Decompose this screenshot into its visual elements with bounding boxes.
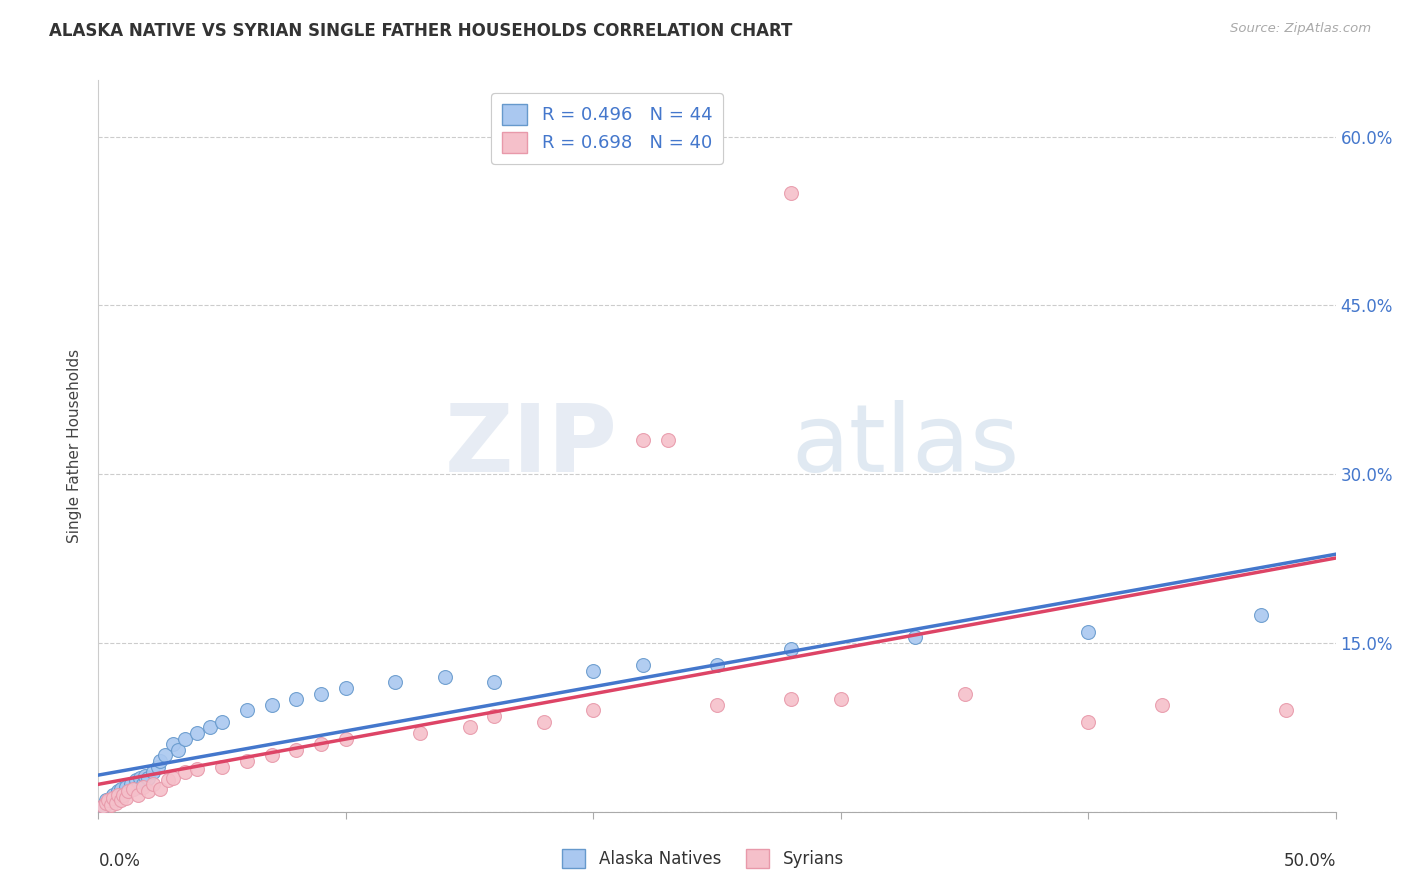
Point [458, 720, 481, 734]
Point [409, 726, 432, 740]
Point [129, 771, 152, 785]
Point [120, 776, 142, 790]
Point [156, 773, 179, 788]
Point [533, 714, 555, 729]
Point [103, 788, 125, 802]
Point [110, 782, 132, 797]
Point [285, 692, 308, 706]
Point [104, 796, 127, 810]
Point [155, 748, 177, 763]
Point [1250, 607, 1272, 622]
Point [112, 788, 135, 802]
Point [124, 773, 146, 788]
Point [114, 791, 136, 805]
Point [122, 782, 145, 797]
Point [114, 780, 136, 794]
Text: ALASKA NATIVE VS SYRIAN SINGLE FATHER HOUSEHOLDS CORRELATION CHART: ALASKA NATIVE VS SYRIAN SINGLE FATHER HO… [49, 22, 793, 40]
Point [335, 681, 357, 695]
Point [146, 760, 169, 774]
Point [1077, 624, 1099, 639]
Point [107, 788, 129, 802]
Point [309, 737, 332, 751]
Point [198, 720, 221, 734]
Point [780, 692, 803, 706]
Point [134, 769, 156, 783]
Point [104, 793, 127, 807]
Point [142, 765, 165, 780]
Point [103, 791, 125, 805]
Point [94, 793, 117, 807]
Text: ZIP: ZIP [446, 400, 619, 492]
Point [706, 658, 728, 673]
Point [631, 434, 654, 448]
Point [100, 797, 122, 812]
Point [309, 687, 332, 701]
Point [211, 760, 233, 774]
Point [484, 709, 506, 723]
Point [127, 788, 149, 802]
Point [97, 796, 120, 810]
Point [142, 776, 165, 790]
Legend: R = 0.496   N = 44, R = 0.698   N = 40: R = 0.496 N = 44, R = 0.698 N = 40 [491, 93, 723, 163]
Legend: Alaska Natives, Syrians: Alaska Natives, Syrians [555, 842, 851, 875]
Point [97, 793, 120, 807]
Point [236, 754, 259, 768]
Point [107, 784, 129, 798]
Point [122, 782, 145, 797]
Point [100, 791, 122, 805]
Point [830, 692, 852, 706]
Point [953, 687, 976, 701]
Point [384, 675, 406, 690]
Point [285, 743, 308, 757]
Point [484, 675, 506, 690]
Point [780, 641, 803, 656]
Point [1275, 703, 1298, 717]
Point [174, 731, 197, 746]
Point [236, 703, 259, 717]
Point [110, 793, 132, 807]
Point [166, 743, 188, 757]
Point [112, 788, 135, 802]
Point [657, 434, 679, 448]
Y-axis label: Single Father Households: Single Father Households [67, 349, 83, 543]
Point [127, 780, 149, 794]
Point [780, 186, 803, 200]
Point [1077, 714, 1099, 729]
Point [186, 726, 208, 740]
Point [162, 771, 184, 785]
Point [136, 784, 159, 798]
Point [1152, 698, 1174, 712]
Point [132, 776, 155, 790]
Point [117, 784, 139, 798]
Point [631, 658, 654, 673]
Point [94, 796, 117, 810]
Text: 0.0%: 0.0% [98, 852, 141, 870]
Point [162, 737, 184, 751]
Text: atlas: atlas [792, 400, 1019, 492]
Point [186, 762, 208, 776]
Point [149, 754, 172, 768]
Point [582, 664, 605, 678]
Point [136, 771, 159, 785]
Point [149, 782, 172, 797]
Text: 50.0%: 50.0% [1284, 852, 1336, 870]
Text: Source: ZipAtlas.com: Source: ZipAtlas.com [1230, 22, 1371, 36]
Point [93, 799, 115, 814]
Point [706, 698, 728, 712]
Point [433, 670, 456, 684]
Point [132, 780, 155, 794]
Point [174, 765, 197, 780]
Point [260, 748, 283, 763]
Point [93, 799, 115, 814]
Point [260, 698, 283, 712]
Point [904, 630, 927, 644]
Point [211, 714, 233, 729]
Point [117, 784, 139, 798]
Point [335, 731, 357, 746]
Point [582, 703, 605, 717]
